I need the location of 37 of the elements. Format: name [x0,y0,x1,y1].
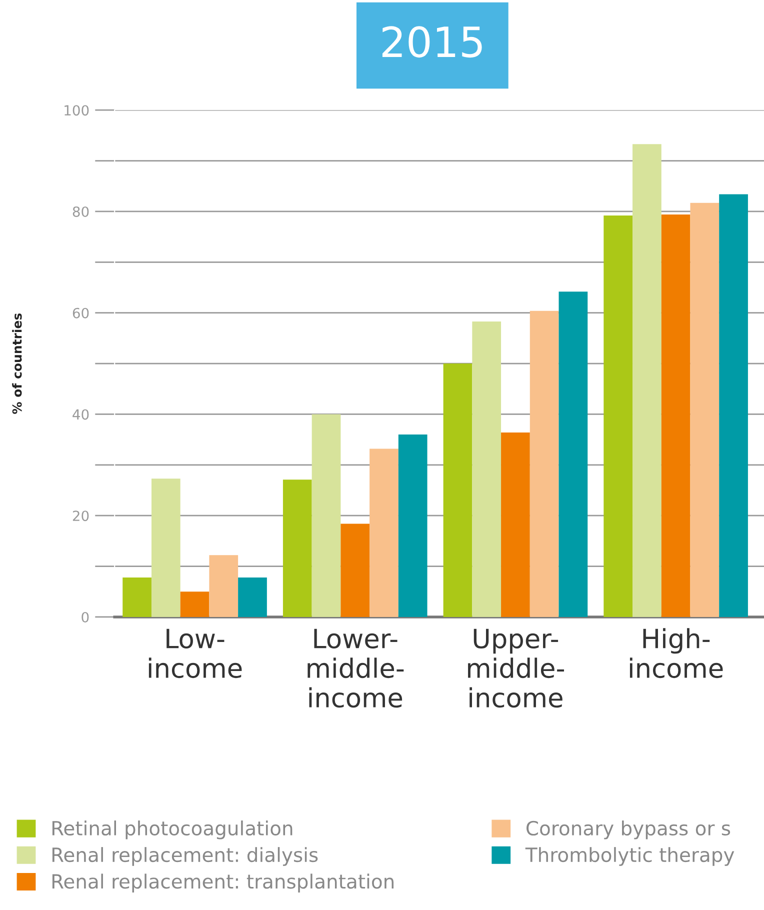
legend-label: Retinal photocoagulation [52,820,292,840]
y-tick-label: 40 [72,409,89,420]
legend-label: Coronary bypass or s [526,820,730,840]
legend-label: Renal replacement: transplantation [52,874,394,892]
legend-label: Renal replacement: dialysis [52,847,318,866]
bar [558,292,588,617]
bar [340,524,370,617]
bar [122,577,152,617]
y-tick-label: 100 [64,105,89,116]
bar [151,478,180,617]
x-tick-label: Lower- middle- income [308,628,404,708]
bar [398,434,428,617]
bar [501,432,530,617]
y-tick-label: 0 [82,612,89,622]
bar [209,555,238,617]
bar [661,214,690,617]
x-tick-label: High- income [630,628,723,678]
bar [370,448,398,617]
bar [472,321,502,617]
y-tick-label: 60 [72,308,89,318]
y-tick-label: 80 [72,206,89,217]
bar [312,414,341,617]
bar [604,216,633,617]
x-tick-label: Low- income [148,628,242,678]
bar [443,364,472,617]
bar [632,144,662,617]
bar [530,310,559,617]
chart-title: 2015 [382,26,482,58]
bar [719,194,748,617]
bar [180,592,210,617]
bar [282,480,312,617]
bar [690,202,720,617]
legend-label: Thrombolytic therapy [525,847,734,866]
x-tick-label: Upper- middle- income [468,628,564,708]
y-tick-label: 20 [72,510,89,522]
bar [238,577,267,617]
y-axis-title: % of countries [12,313,22,414]
